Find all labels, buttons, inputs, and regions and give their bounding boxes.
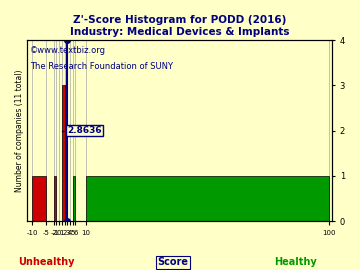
- Text: Healthy: Healthy: [274, 257, 316, 267]
- Bar: [62, 85, 64, 221]
- Bar: [73, 176, 75, 221]
- Bar: [64, 85, 67, 221]
- Bar: [32, 176, 46, 221]
- Text: Score: Score: [157, 257, 188, 267]
- Title: Z'-Score Histogram for PODD (2016)
Industry: Medical Devices & Implants: Z'-Score Histogram for PODD (2016) Indus…: [69, 15, 289, 37]
- Text: Unhealthy: Unhealthy: [19, 257, 75, 267]
- Text: 2.8636: 2.8636: [67, 126, 102, 135]
- Bar: [86, 176, 329, 221]
- Text: The Research Foundation of SUNY: The Research Foundation of SUNY: [30, 62, 173, 71]
- Text: ©www.textbiz.org: ©www.textbiz.org: [30, 46, 106, 55]
- Bar: [54, 176, 57, 221]
- Y-axis label: Number of companies (11 total): Number of companies (11 total): [15, 69, 24, 192]
